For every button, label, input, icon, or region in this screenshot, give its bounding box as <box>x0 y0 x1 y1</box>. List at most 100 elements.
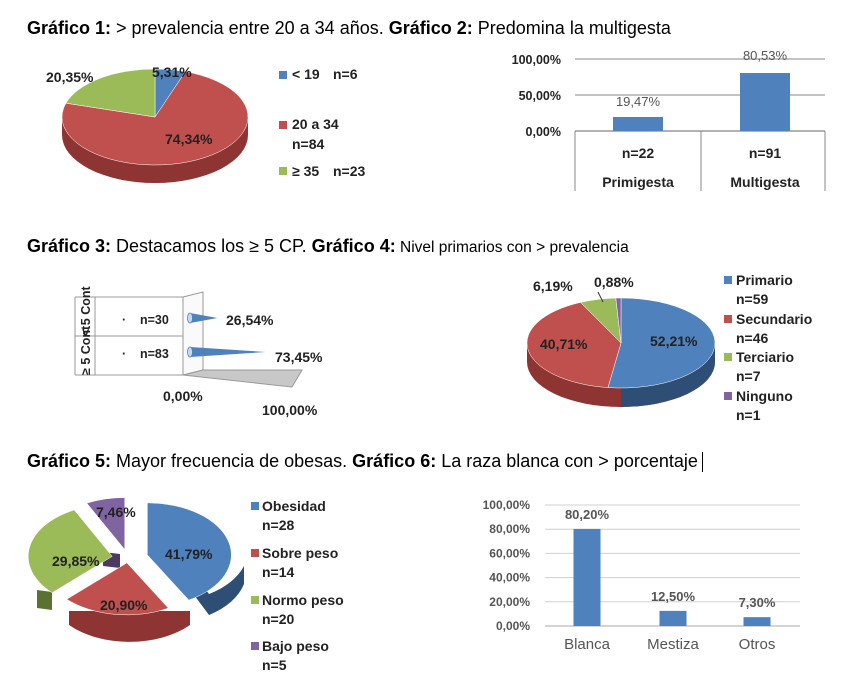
text-cursor <box>701 452 703 473</box>
heading-1-label: Gráfico 1: <box>27 18 112 38</box>
grafico5-depth-green <box>37 590 52 610</box>
grafico4-label-0: 52,21% <box>650 333 698 349</box>
grafico3-xtick-1: 100,00% <box>262 402 318 418</box>
grafico3-label-0: 26,54% <box>226 312 274 328</box>
grafico4-legend-swatch-0 <box>724 276 732 284</box>
grafico5-slice-3 <box>86 497 125 551</box>
grafico2-label-1: 80,53% <box>743 48 788 63</box>
grafico6-ytick-4: 80,00% <box>489 522 530 536</box>
grafico6-ytick-5: 100,00% <box>483 498 531 512</box>
grafico4-legend-swatch-1 <box>724 315 732 323</box>
heading-graficos-1-2: Gráfico 1: > prevalencia entre 20 a 34 a… <box>27 18 671 39</box>
grafico4-pie: 52,21% 40,71% 6,19% 0,88% <box>526 274 716 407</box>
grafico5-depth-red <box>69 611 190 642</box>
grafico1-pie: 5,31% 74,34% 20,35% <box>46 64 249 183</box>
heading-1-text: > prevalencia entre 20 a 34 años. <box>111 18 389 38</box>
grafico2-count-0: n=22 <box>622 145 655 161</box>
heading-5-text: Mayor frecuencia de obesas. <box>111 451 353 471</box>
grafico1-legend: < 19 n=6 20 a 34 n=84 ≥ 35 n=23 <box>279 66 366 179</box>
grafico5-slice-0 <box>147 502 232 601</box>
grafico5-legend-name-1: Sobre peso <box>262 545 338 561</box>
grafico2-bar-0 <box>613 116 663 131</box>
grafico5-legend-swatch-0 <box>251 502 259 510</box>
grafico3-label-1: 73,45% <box>275 349 323 365</box>
grafico4-legend-swatch-2 <box>724 353 732 361</box>
grafico1-legend-name-0: < 19 <box>292 66 320 82</box>
grafico2-bar-1 <box>740 73 790 131</box>
heading-4-text: Nivel primarios con > prevalencia <box>395 239 629 256</box>
grafico3-dot-0: · <box>122 313 126 327</box>
grafico4-legend-count-2: n=7 <box>736 368 761 384</box>
heading-4-label: Gráfico 4: <box>311 236 396 256</box>
grafico1-legend-count-1: n=84 <box>292 136 325 152</box>
grafico5-slice-1 <box>66 562 169 616</box>
grafico6-ytick-0: 0,00% <box>496 619 530 633</box>
grafico6-ytick-2: 40,00% <box>489 571 530 585</box>
grafico6-yticks: 0,00% 20,00% 40,00% 60,00% 80,00% 100,00% <box>483 498 531 633</box>
grafico4-slice-1 <box>526 302 622 388</box>
grafico2-count-1: n=91 <box>749 145 782 161</box>
grafico1-legend-count-2: n=23 <box>333 163 366 179</box>
grafico3-cone-base-1 <box>187 346 193 358</box>
grafico5-legend-count-0: n=28 <box>262 517 295 533</box>
grafico5-depth-blue-arc <box>209 566 244 615</box>
grafico1-slice-2 <box>65 68 156 118</box>
grafico1-legend-name-1: 20 a 34 <box>292 116 339 132</box>
grafico2-ytick-0: 0,00% <box>526 125 561 139</box>
grafico3-category-1: ≥ 5 Cont <box>79 325 93 375</box>
grafico2-label-0: 19,47% <box>616 94 661 109</box>
grafico2-category-1: Multigesta <box>730 174 799 190</box>
grafico4-legend-name-2: Terciario <box>736 349 794 365</box>
grafico4-legend-count-1: n=46 <box>736 330 769 346</box>
grafico1-legend-swatch-1 <box>279 121 287 129</box>
grafico4-slice-0 <box>607 297 716 389</box>
grafico2-ytick-2: 100,00% <box>512 53 561 67</box>
grafico6-bar-2 <box>743 617 771 626</box>
grafico4-label-1: 40,71% <box>540 336 588 352</box>
grafico5-legend-swatch-1 <box>251 549 259 557</box>
grafico4-legend-name-1: Secundario <box>736 311 812 327</box>
grafico1-slice-1 <box>61 71 249 166</box>
grafico2-ytick-1: 50,00% <box>519 89 561 103</box>
grafico4-legend: Primario n=59 Secundario n=46 Terciario … <box>724 272 812 423</box>
grafico1-label-0: 5,31% <box>152 64 192 80</box>
grafico6-ytick-1: 20,00% <box>489 595 530 609</box>
grafico4-legend-count-0: n=59 <box>736 291 769 307</box>
grafico5-legend-count-1: n=14 <box>262 564 295 580</box>
grafico3-category-0: < 5 Cont <box>79 286 93 336</box>
grafico6-category-2: Otros <box>739 636 776 653</box>
grafico5-legend-swatch-2 <box>251 596 259 604</box>
grafico2-category-0: Primigesta <box>602 174 674 190</box>
grafico6-ytick-3: 60,00% <box>489 546 530 560</box>
grafico5-pie: 41,79% 20,90% 29,85% 7,46% <box>28 497 244 642</box>
grafico6-label-1: 12,50% <box>651 589 696 604</box>
grafico5-label-3: 7,46% <box>96 504 136 520</box>
grafico4-leader-line <box>597 291 604 303</box>
grafico5-legend-count-2: n=20 <box>262 611 295 627</box>
grafico4-legend-name-3: Ninguno <box>736 388 793 404</box>
grafico5-label-1: 20,90% <box>100 597 148 613</box>
heading-6-label: Gráfico 6: <box>352 451 437 471</box>
grafico3-cone-0 <box>190 313 218 323</box>
grafico5-label-0: 41,79% <box>165 546 213 562</box>
grafico5-legend-name-3: Bajo peso <box>262 638 329 654</box>
grafico5-legend-name-0: Obesidad <box>262 498 326 514</box>
grafico5-slice-2 <box>28 509 113 594</box>
grafico4-legend-swatch-3 <box>724 392 732 400</box>
grafico6-category-0: Blanca <box>564 636 611 653</box>
grafico1-label-2: 20,35% <box>46 69 94 85</box>
heading-3-text: Destacamos los ≥ 5 CP. <box>111 236 312 256</box>
heading-3-label: Gráfico 3: <box>27 236 112 256</box>
grafico4-pie-depth-front <box>621 343 715 407</box>
grafico3-dot-1: · <box>122 347 126 361</box>
grafico5-legend-swatch-3 <box>251 642 259 650</box>
grafico1-label-1: 74,34% <box>165 131 213 147</box>
grafico1-legend-name-2: ≥ 35 <box>292 163 319 179</box>
heading-graficos-5-6: Gráfico 5: Mayor frecuencia de obesas. G… <box>27 451 703 473</box>
heading-6-text: La raza blanca con > porcentaje <box>436 451 698 471</box>
grafico5-label-2: 29,85% <box>52 553 100 569</box>
grafico3-count-1: n=83 <box>140 347 169 361</box>
grafico3-bar: < 5 Cont ≥ 5 Cont · · n=30 n=83 26,54% 7… <box>74 286 323 418</box>
grafico4-label-3: 0,88% <box>594 274 634 290</box>
